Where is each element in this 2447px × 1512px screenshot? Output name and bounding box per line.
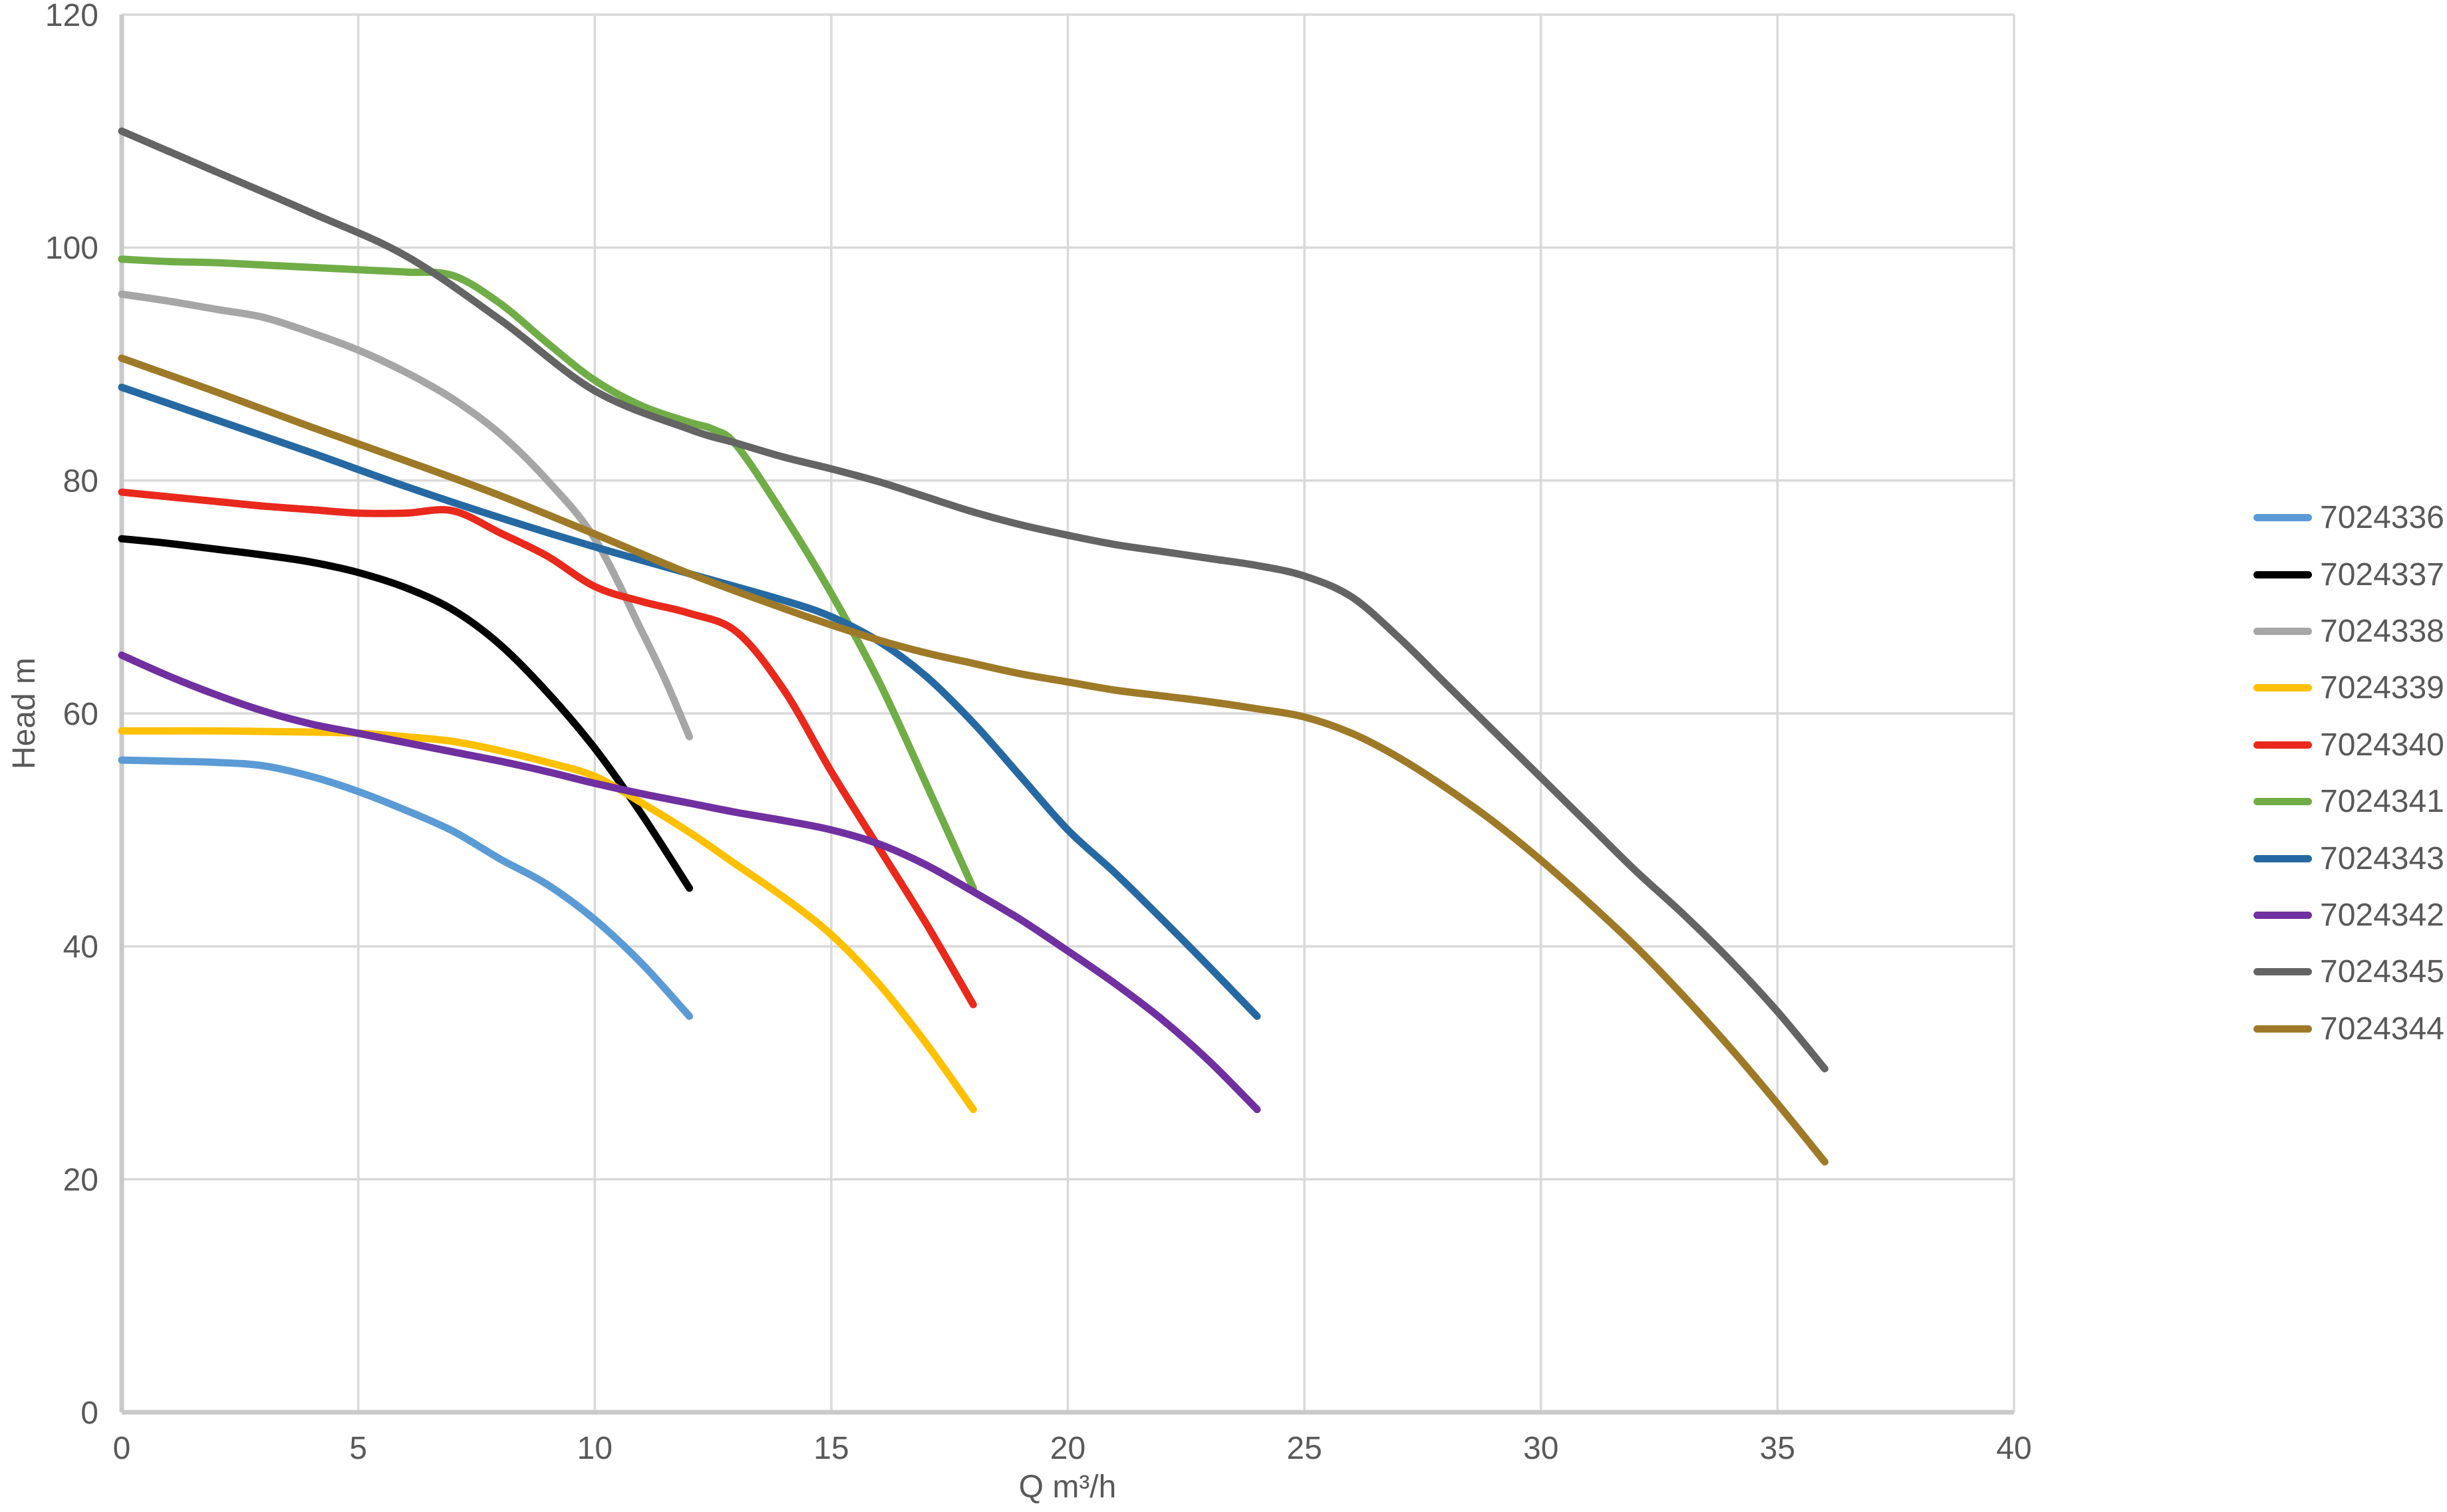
legend-label: 7024339 [2320,670,2444,706]
gridlines [120,13,2015,1414]
legend-item: 7024339 [2253,660,2444,716]
axis-lines [119,15,2014,1415]
y-tick-label: 0 [80,1396,98,1431]
legend-swatch-7024343 [2253,854,2312,862]
series-line-7024337 [118,535,693,892]
legend-label: 7024340 [2320,727,2444,763]
series-line-7024339 [118,727,977,1114]
y-axis-title: Head m [7,658,42,769]
series-line-7024344 [118,354,1828,1166]
legend-item: 7024338 [2253,603,2444,660]
legend-item: 7024342 [2253,887,2444,944]
series-line-7024342 [118,651,1261,1114]
y-tick-label: 120 [45,0,98,33]
legend-swatch-7024339 [2253,684,2312,692]
series-line-7024345 [118,127,1828,1072]
legend-item: 7024341 [2253,773,2444,830]
legend-swatch-7024341 [2253,798,2312,806]
legend-label: 7024336 [2320,500,2444,536]
legend-item: 7024337 [2253,546,2444,602]
x-tick-label: 5 [349,1431,367,1466]
x-tick-label: 35 [1760,1431,1795,1466]
legend-label: 7024341 [2320,784,2444,820]
x-tick-label: 15 [813,1431,849,1466]
y-tick-label: 40 [63,930,98,965]
x-tick-label: 30 [1523,1431,1558,1466]
legend: 7024336 7024337 7024338 7024339 7024340 70243… [2253,489,2444,1057]
series-line-7024336 [118,756,693,1020]
legend-label: 7024343 [2320,840,2444,876]
series-line-7024343 [118,384,1261,1020]
x-tick-label: 20 [1050,1431,1085,1466]
y-tick-label: 80 [63,463,98,499]
series-line-7024340 [118,488,977,1009]
legend-item: 7024345 [2253,944,2444,1000]
legend-swatch-7024344 [2253,1025,2312,1033]
legend-label: 7024337 [2320,557,2444,592]
legend-label: 7024344 [2320,1011,2444,1047]
y-tick-label: 100 [45,231,98,266]
y-tick-label: 60 [63,697,98,732]
curves [118,127,1828,1166]
legend-swatch-7024338 [2253,627,2312,635]
legend-swatch-7024337 [2253,570,2312,578]
x-tick-label: 40 [1996,1431,2031,1466]
x-tick-label: 0 [113,1431,131,1466]
legend-swatch-7024336 [2253,514,2312,522]
legend-label: 7024338 [2320,613,2444,649]
x-tick-label: 10 [577,1431,613,1466]
tick-labels: 0 20 40 60 80 100 120 0 5 10 15 20 25 30 35 40 [45,0,2032,1466]
x-axis-title: Q m³/h [1019,1469,1117,1505]
legend-item: 7024336 [2253,489,2444,546]
legend-swatch-7024345 [2253,968,2312,976]
legend-label: 7024345 [2320,954,2444,990]
legend-item: 7024343 [2253,830,2444,886]
series-line-7024341 [118,255,977,892]
legend-label: 7024342 [2320,897,2444,933]
legend-swatch-7024342 [2253,911,2312,919]
legend-item: 7024340 [2253,717,2444,773]
x-tick-label: 25 [1286,1431,1322,1466]
legend-swatch-7024340 [2253,741,2312,749]
series-line-7024338 [118,290,693,741]
y-tick-label: 20 [63,1162,98,1197]
legend-item: 7024344 [2253,1001,2444,1057]
